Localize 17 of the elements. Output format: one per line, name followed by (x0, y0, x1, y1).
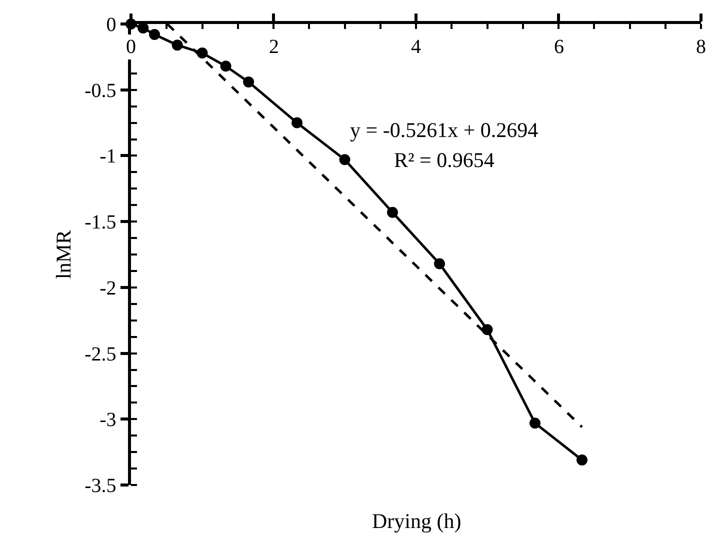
annotation: R² = 0.9654 (394, 148, 495, 172)
y-tick-label: -3 (100, 409, 116, 432)
y-tick-label: -2 (100, 277, 116, 300)
x-tick-label: 4 (411, 36, 421, 58)
x-axis-title: Drying (h) (372, 509, 462, 533)
y-tick-label: -1.5 (84, 212, 116, 234)
x-tick-label: 8 (696, 36, 706, 58)
x-tick-label: 6 (554, 36, 564, 58)
x-tick-label: 2 (269, 36, 279, 58)
y-tick-label: 0 (106, 14, 116, 36)
annotation: y = -0.5261x + 0.2694 (350, 118, 539, 142)
y-tick-label: -3.5 (84, 475, 116, 497)
y-tick-label: -2.5 (84, 343, 116, 366)
x-tick-label: 0 (126, 36, 136, 58)
y-tick-label: -1 (100, 146, 116, 168)
y-axis-title: lnMR (52, 230, 76, 280)
y-tick-label: -0.5 (84, 80, 116, 102)
